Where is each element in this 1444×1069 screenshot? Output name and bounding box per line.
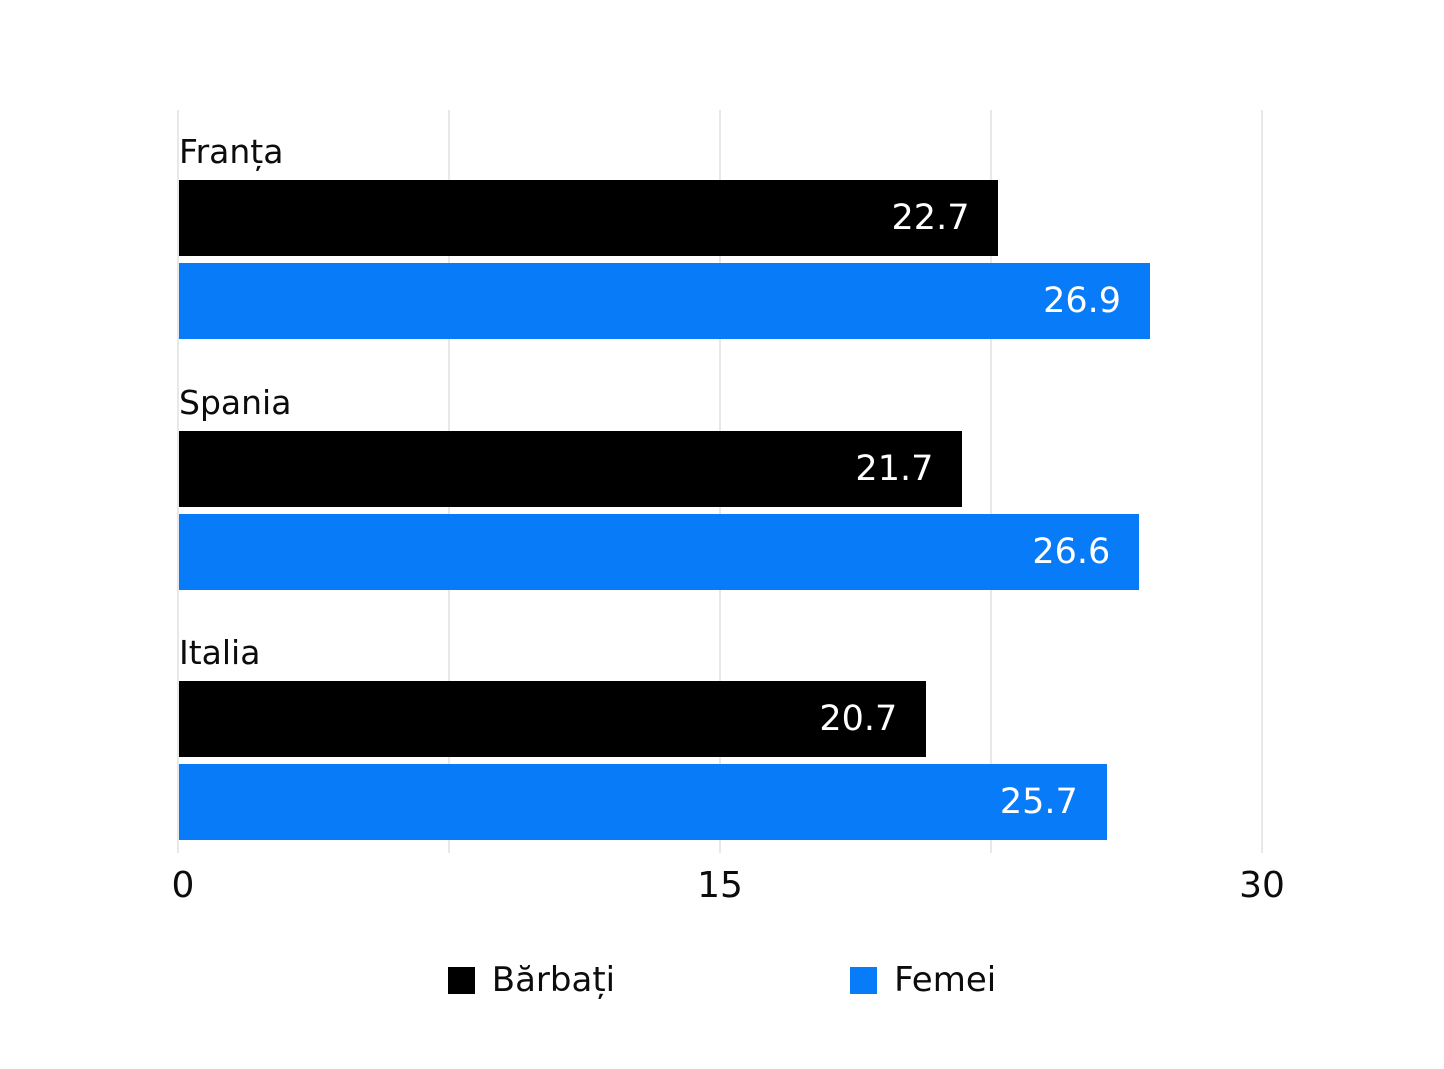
gridline: [177, 110, 179, 853]
bar-group-franta: Franța 22.7 26.9: [179, 132, 1262, 339]
legend-label-femei: Femei: [894, 960, 997, 1000]
category-label-italia: Italia: [179, 633, 261, 672]
legend-swatch-barbati: [447, 966, 475, 994]
category-label-franta: Franța: [179, 132, 284, 171]
x-tick-0: 0: [171, 865, 195, 906]
legend-item-barbati: Bărbați: [447, 958, 616, 1002]
legend-item-femei: Femei: [850, 958, 996, 1002]
bar-femei-spania: 26.6: [179, 514, 1140, 590]
bar-barbati-franta: 22.7: [179, 180, 999, 256]
bar-barbati-spania: 21.7: [179, 431, 963, 507]
bar-barbati-italia: 20.7: [179, 681, 927, 757]
legend: Bărbați Femei: [0, 958, 1444, 1002]
bar-femei-italia: 25.7: [179, 764, 1107, 840]
bar-value-label: 21.7: [855, 449, 934, 489]
bar-value-label: 26.6: [1032, 532, 1111, 572]
bar-group-spania: Spania 21.7 26.6: [179, 383, 1262, 590]
bar-value-label: 26.9: [1043, 281, 1122, 321]
legend-swatch-femei: [850, 966, 878, 994]
plot-area: Franța 22.7 26.9 Spania 21.7 26.6 Italia…: [177, 110, 1263, 853]
x-tick-30: 30: [1239, 865, 1285, 906]
gridline: [1261, 110, 1263, 853]
x-tick-15: 15: [697, 865, 743, 906]
bar-value-label: 25.7: [999, 782, 1078, 822]
bar-group-italia: Italia 20.7 25.7: [179, 633, 1262, 840]
bar-value-label: 20.7: [819, 699, 898, 739]
gridline: [990, 110, 992, 853]
bar-value-label: 22.7: [891, 198, 970, 238]
legend-label-barbati: Bărbați: [491, 960, 616, 1000]
category-label-spania: Spania: [179, 383, 292, 422]
bar-femei-franta: 26.9: [179, 263, 1151, 339]
